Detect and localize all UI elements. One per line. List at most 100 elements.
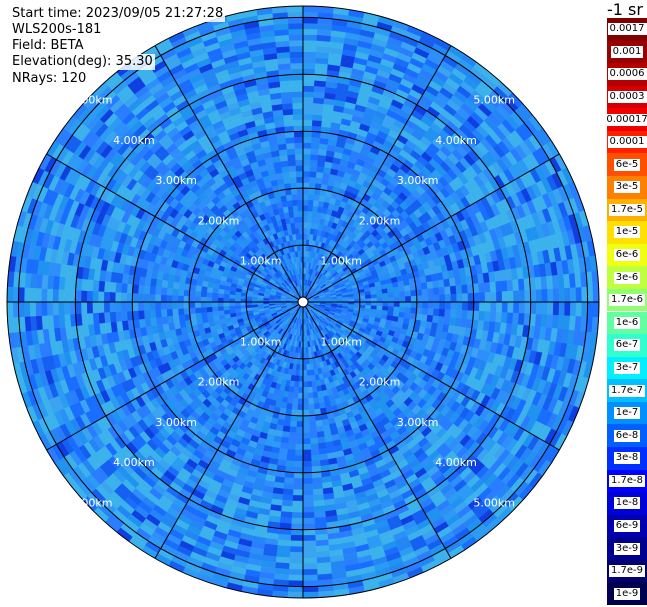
range-gate xyxy=(312,488,324,496)
range-gate xyxy=(223,309,231,315)
range-gate xyxy=(365,294,372,299)
range-gate xyxy=(171,294,179,303)
range-gate xyxy=(206,291,213,298)
range-gate xyxy=(302,449,312,456)
range-gate xyxy=(103,280,111,293)
range-gate xyxy=(398,285,406,293)
range-gate xyxy=(512,312,520,325)
range-gate xyxy=(35,301,42,317)
range-gate xyxy=(29,287,37,303)
range-gate xyxy=(309,176,317,184)
range-gate xyxy=(307,210,313,218)
range-gate xyxy=(302,227,308,235)
range-gate xyxy=(154,294,162,303)
range-gate xyxy=(310,153,319,161)
range-gate xyxy=(86,301,93,314)
range-gate xyxy=(315,171,324,179)
range-gate xyxy=(228,297,236,303)
range-gate xyxy=(439,301,446,310)
range-gate xyxy=(307,199,314,207)
range-gate xyxy=(308,403,315,411)
range-gate xyxy=(288,431,297,439)
range-gate xyxy=(285,460,295,468)
range-gate xyxy=(291,403,298,411)
range-gate xyxy=(484,301,492,313)
range-gate xyxy=(302,546,317,553)
range-gate xyxy=(296,409,304,417)
range-gate xyxy=(302,176,310,183)
range-gate xyxy=(534,276,542,291)
range-gate xyxy=(302,204,309,212)
range-gate xyxy=(586,286,594,303)
range-gate xyxy=(444,294,452,303)
range-gate xyxy=(399,296,406,303)
range-gate xyxy=(281,494,294,502)
range-gate xyxy=(297,392,304,400)
range-gate xyxy=(382,292,389,299)
range-gate xyxy=(310,454,320,462)
range-gate xyxy=(314,516,327,524)
range-gate xyxy=(315,425,324,433)
range-gate xyxy=(382,301,389,307)
range-gate xyxy=(302,455,312,462)
range-gate xyxy=(478,301,486,312)
range-gate xyxy=(302,28,318,36)
range-gate xyxy=(6,301,14,318)
range-gate xyxy=(309,431,318,439)
range-gate xyxy=(305,358,310,365)
range-gate xyxy=(166,294,173,303)
range-gate xyxy=(581,301,588,318)
range-gate xyxy=(455,285,463,295)
range-gate xyxy=(297,398,304,405)
range-gate xyxy=(80,290,88,303)
range-gate xyxy=(302,5,319,13)
range-gate xyxy=(501,301,509,313)
range-gate xyxy=(290,529,304,536)
range-gate xyxy=(307,397,314,405)
range-gate xyxy=(302,426,311,434)
range-gate xyxy=(313,91,326,99)
range-gate xyxy=(495,280,503,293)
range-gate xyxy=(302,568,318,576)
range-gate xyxy=(365,301,372,306)
range-gate xyxy=(286,454,296,462)
range-gate xyxy=(200,311,208,319)
range-gate xyxy=(302,489,314,496)
range-gate xyxy=(302,17,319,24)
range-gate xyxy=(302,165,311,172)
range-gate xyxy=(302,11,319,19)
range-gate xyxy=(382,297,389,303)
range-gate xyxy=(293,466,304,474)
range-gate xyxy=(535,289,543,303)
range-gate xyxy=(507,290,514,303)
range-gate xyxy=(302,500,314,508)
range-gate xyxy=(311,460,321,468)
range-gate xyxy=(302,34,318,41)
range-gate xyxy=(450,293,457,303)
range-gate xyxy=(294,455,304,462)
range-gate xyxy=(309,171,317,178)
range-gate xyxy=(69,289,76,303)
range-gate xyxy=(217,292,224,299)
range-gate xyxy=(422,295,429,303)
range-gate xyxy=(293,477,304,485)
range-gate xyxy=(308,193,315,201)
range-gate xyxy=(143,309,151,319)
range-gate xyxy=(416,295,423,303)
range-gate xyxy=(297,404,304,411)
range-gate xyxy=(592,286,600,303)
range-gate xyxy=(302,421,310,428)
range-gate xyxy=(581,286,588,303)
range-gate xyxy=(200,296,207,303)
range-gate xyxy=(57,288,65,303)
range-gate xyxy=(223,305,230,311)
range-gate xyxy=(490,301,497,313)
range-gate xyxy=(309,165,318,173)
range-gate xyxy=(302,369,308,377)
range-gate xyxy=(75,301,82,315)
range-gate xyxy=(177,308,185,316)
range-gate xyxy=(298,375,304,382)
range-gate xyxy=(307,205,314,212)
range-gate xyxy=(149,301,156,311)
range-gate xyxy=(302,39,317,47)
